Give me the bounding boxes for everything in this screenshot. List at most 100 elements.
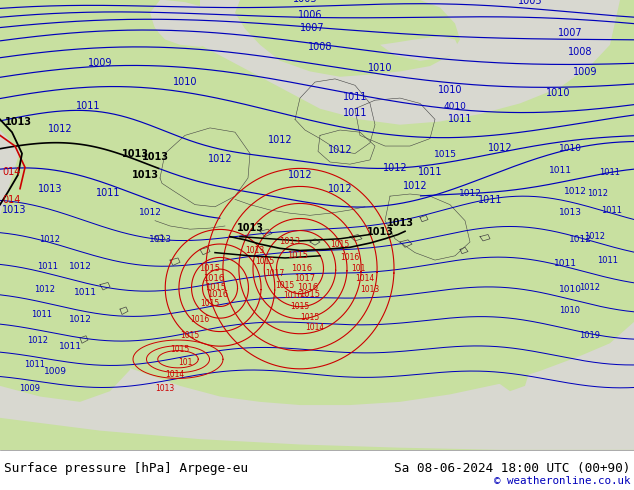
Text: 1015: 1015: [205, 283, 226, 292]
Text: 1011: 1011: [553, 260, 576, 269]
Text: 1016: 1016: [297, 283, 318, 292]
Text: 1010: 1010: [546, 88, 570, 98]
Text: 1005: 1005: [293, 0, 317, 4]
Text: 1010: 1010: [559, 145, 581, 153]
Text: 1016: 1016: [292, 264, 313, 273]
Text: 1010: 1010: [559, 285, 581, 294]
Text: 1015: 1015: [330, 240, 349, 249]
Text: 1009: 1009: [87, 58, 112, 68]
Text: 1015: 1015: [171, 345, 190, 354]
Text: 1011: 1011: [75, 101, 100, 111]
Text: 1010: 1010: [559, 306, 581, 316]
Polygon shape: [235, 0, 460, 77]
Text: 1012: 1012: [569, 235, 592, 244]
Text: 1015: 1015: [434, 149, 456, 159]
Text: 1015: 1015: [301, 313, 320, 322]
Text: 1009: 1009: [573, 67, 597, 76]
Polygon shape: [0, 418, 634, 461]
Text: 1017: 1017: [266, 269, 285, 278]
Polygon shape: [380, 36, 460, 61]
Text: 1013: 1013: [148, 235, 172, 244]
Text: 1013: 1013: [360, 285, 380, 294]
Text: © weatheronline.co.uk: © weatheronline.co.uk: [493, 476, 630, 486]
Text: 1012: 1012: [383, 163, 407, 172]
Text: 1007: 1007: [558, 28, 582, 38]
Text: 014: 014: [2, 195, 20, 204]
Polygon shape: [200, 0, 620, 125]
Text: 1011: 1011: [58, 342, 82, 350]
Text: 1012: 1012: [268, 135, 292, 145]
Text: 1016: 1016: [207, 291, 229, 299]
Text: 1013: 1013: [236, 223, 264, 233]
Text: 1008: 1008: [568, 48, 592, 57]
Polygon shape: [60, 322, 634, 450]
Text: 1011: 1011: [96, 188, 120, 198]
Text: 1007: 1007: [300, 23, 325, 33]
Text: 1010: 1010: [437, 85, 462, 95]
Polygon shape: [150, 0, 225, 47]
Text: 4010: 4010: [444, 102, 467, 111]
Text: 1010: 1010: [172, 77, 197, 87]
Text: 1011: 1011: [343, 92, 367, 102]
Polygon shape: [0, 0, 634, 450]
Text: 1013: 1013: [141, 152, 169, 162]
Text: 1015: 1015: [290, 302, 309, 311]
Text: 1011: 1011: [343, 108, 367, 118]
Text: 1015: 1015: [200, 299, 219, 308]
Text: 1012: 1012: [328, 146, 353, 155]
Polygon shape: [0, 269, 130, 402]
Text: 1012: 1012: [328, 184, 353, 194]
Polygon shape: [115, 0, 162, 68]
Polygon shape: [480, 345, 530, 391]
Text: 1012: 1012: [208, 154, 232, 164]
Text: 1011: 1011: [418, 167, 443, 177]
Text: 1015: 1015: [287, 251, 309, 260]
Text: 1011: 1011: [478, 195, 502, 204]
Text: 1012: 1012: [27, 336, 48, 345]
Text: 1013: 1013: [155, 384, 174, 393]
Text: 1009: 1009: [20, 384, 41, 393]
Text: 1013: 1013: [131, 170, 158, 180]
Text: 1014: 1014: [306, 323, 325, 332]
Text: 1013: 1013: [280, 237, 301, 246]
Text: Surface pressure [hPa] Arpege-eu: Surface pressure [hPa] Arpege-eu: [4, 462, 248, 475]
Text: 1013: 1013: [38, 184, 62, 194]
Text: 1011: 1011: [602, 206, 623, 215]
Text: 1012: 1012: [139, 208, 162, 218]
Polygon shape: [450, 237, 634, 348]
Text: 1012: 1012: [579, 283, 600, 292]
Text: 1016: 1016: [190, 315, 210, 324]
Text: 1016: 1016: [283, 292, 302, 300]
Text: 1015: 1015: [181, 331, 200, 340]
Text: 1012: 1012: [68, 262, 91, 270]
Text: 1013: 1013: [387, 218, 413, 228]
Text: 1012: 1012: [34, 285, 56, 294]
Text: 1011: 1011: [25, 360, 46, 368]
Text: 1014: 1014: [165, 370, 184, 379]
Text: 101: 101: [178, 358, 192, 367]
Text: 1011: 1011: [74, 288, 96, 297]
Text: 1011: 1011: [32, 310, 53, 318]
Text: 1008: 1008: [307, 42, 332, 52]
Text: 1005: 1005: [518, 0, 542, 6]
Text: 1017: 1017: [294, 274, 316, 283]
Text: 1016: 1016: [340, 253, 359, 262]
Text: 1012: 1012: [403, 181, 427, 191]
Text: 1013: 1013: [5, 117, 32, 127]
Text: 1013: 1013: [559, 208, 581, 218]
Text: 1012: 1012: [39, 235, 60, 244]
Text: 1011: 1011: [600, 168, 621, 177]
Polygon shape: [85, 15, 112, 49]
Text: 1015: 1015: [200, 264, 221, 273]
Text: 1013: 1013: [122, 148, 148, 159]
Text: 014: 014: [2, 167, 20, 177]
Text: 1013: 1013: [2, 205, 27, 215]
Text: 1012: 1012: [488, 144, 512, 153]
Text: 101: 101: [351, 264, 365, 273]
Text: 1015: 1015: [299, 291, 321, 299]
Text: 1012: 1012: [288, 170, 313, 180]
Text: 1014: 1014: [356, 274, 375, 283]
Text: 1011: 1011: [448, 114, 472, 123]
Text: 1012: 1012: [68, 315, 91, 324]
Text: 1012: 1012: [588, 189, 609, 198]
